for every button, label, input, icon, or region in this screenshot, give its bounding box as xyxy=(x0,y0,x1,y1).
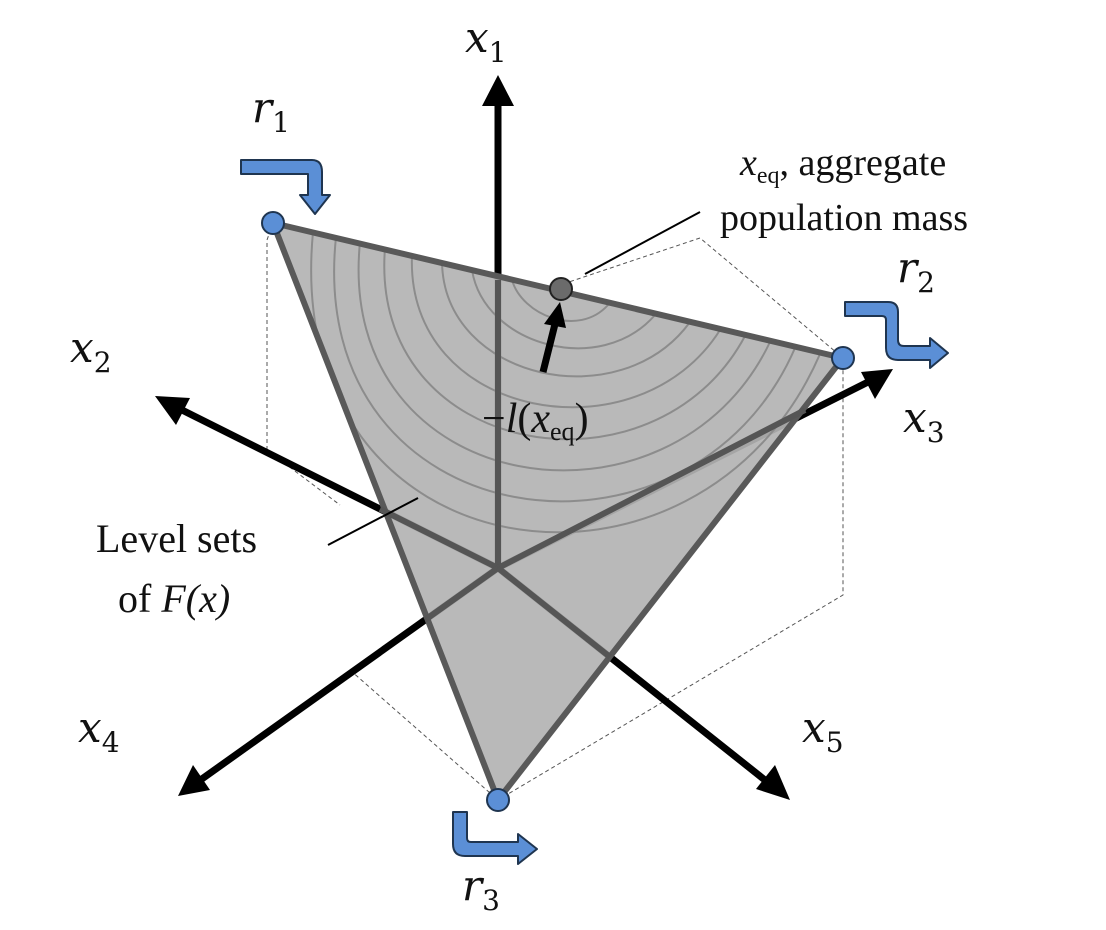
rate-label-r3: r3 xyxy=(462,861,500,917)
axis-label-x5: x5 xyxy=(802,703,844,759)
eq-annotation-line1: xeq, aggregate xyxy=(739,142,946,189)
gradient-arrow xyxy=(539,302,566,373)
vertex-node-r1 xyxy=(261,211,285,235)
level-set-contours xyxy=(310,231,821,534)
eq-annotation-line2: population mass xyxy=(720,197,968,239)
contour xyxy=(333,236,796,503)
axis-x1-arrowhead xyxy=(482,75,514,106)
axis-x5-arrowhead xyxy=(756,765,790,800)
flow-arrow-r2 xyxy=(844,301,949,369)
rate-label-r2: r2 xyxy=(897,243,935,299)
level-sets-annotation-line2: of F(x) xyxy=(118,576,230,621)
level-sets-annotation-line1: Level sets xyxy=(96,516,257,561)
axis-x4-arrowhead xyxy=(178,765,210,796)
flow-arrow-r3 xyxy=(452,811,538,865)
rate-label-r1: r1 xyxy=(252,83,290,139)
contour xyxy=(441,261,691,378)
flow-arrow-r1 xyxy=(240,159,331,215)
gradient-annotation: −l(xeq) xyxy=(482,396,589,446)
contour xyxy=(383,247,746,441)
axis-label-x2: x2 xyxy=(70,323,112,379)
axis-label-x4: x4 xyxy=(78,703,120,759)
axis-x2-arrowhead xyxy=(155,396,190,425)
vertex-node-r3 xyxy=(486,788,510,812)
axis-label-x3: x3 xyxy=(903,393,945,449)
contour xyxy=(357,241,771,472)
axis-label-x1: x1 xyxy=(465,13,507,69)
axes-front xyxy=(378,280,807,660)
vertex-node-r2 xyxy=(831,346,855,370)
eq-leader-line xyxy=(584,211,701,275)
axis-arrowheads xyxy=(155,75,893,800)
contour xyxy=(410,254,721,409)
equilibrium-point xyxy=(549,277,573,301)
axis-x3-arrowhead xyxy=(861,369,893,399)
level-sets-leader-line xyxy=(327,497,419,546)
